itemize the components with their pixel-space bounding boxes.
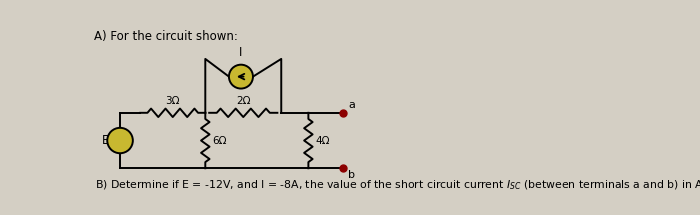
Text: B) Determine if E = -12V, and I = -8A, the value of the short circuit current $I: B) Determine if E = -12V, and I = -8A, t…: [95, 178, 700, 192]
Text: a: a: [348, 100, 355, 110]
Text: E: E: [102, 134, 109, 147]
Text: 2Ω: 2Ω: [236, 96, 251, 106]
Circle shape: [107, 128, 133, 153]
Circle shape: [229, 65, 253, 89]
Text: I: I: [239, 46, 243, 59]
Text: 3Ω: 3Ω: [165, 96, 180, 106]
Text: b: b: [348, 170, 355, 180]
Text: 6Ω: 6Ω: [212, 135, 227, 146]
Text: 4Ω: 4Ω: [315, 135, 330, 146]
Text: +: +: [116, 131, 124, 141]
Text: −: −: [116, 140, 125, 150]
Text: A) For the circuit shown:: A) For the circuit shown:: [94, 30, 237, 43]
